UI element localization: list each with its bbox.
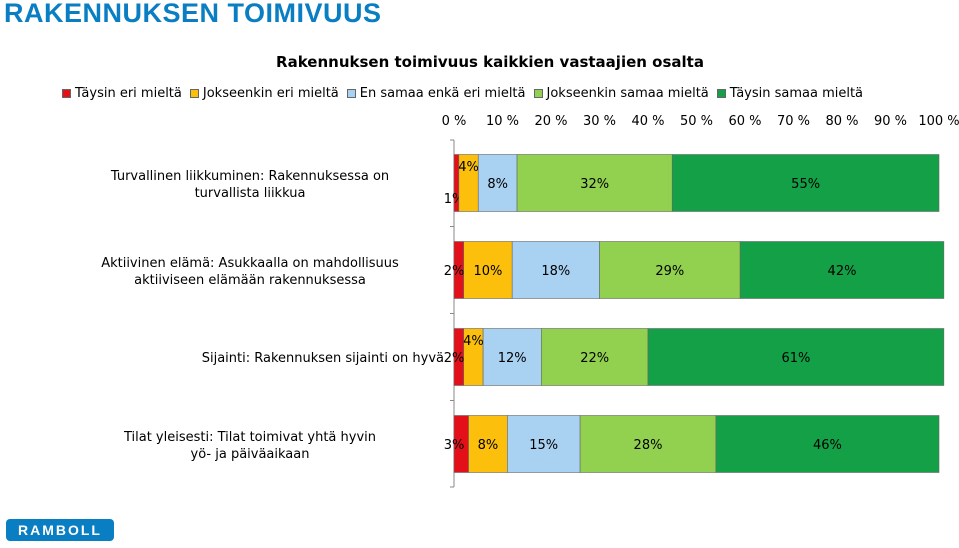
data-label: 55% (791, 177, 820, 192)
category-label: Tilat yleisesti: Tilat toimivat yhtä hyv… (123, 430, 376, 462)
legend-swatch (533, 89, 543, 98)
legend-swatch (189, 89, 199, 98)
legend-label: Jokseenkin eri mieltä (202, 86, 339, 101)
x-tick-label: 50 % (680, 114, 713, 129)
data-label: 28% (634, 438, 663, 453)
data-label: 46% (813, 438, 842, 453)
category-label: Sijainti: Rakennuksen sijainti on hyvä (202, 351, 444, 366)
data-label: 8% (487, 177, 508, 192)
legend-swatch (62, 89, 71, 98)
legend-label: Täysin eri mieltä (75, 86, 182, 101)
legend-label: En samaa enkä eri mieltä (359, 86, 526, 101)
bar-segment (482, 328, 542, 386)
x-tick-label: 40 % (631, 114, 664, 129)
data-label: 29% (655, 264, 684, 279)
legend-swatch (346, 89, 356, 98)
legend-label: Jokseenkin samaa mieltä (546, 86, 709, 101)
x-tick-label: 0 % (442, 114, 467, 129)
x-tick-label: 30 % (583, 114, 616, 129)
bar-segment (671, 154, 940, 212)
x-tick-label: 90 % (874, 114, 907, 129)
legend-item: Täysin samaa mieltä (716, 86, 864, 101)
legend-item: Jokseenkin samaa mieltä (533, 86, 709, 101)
data-label: 12% (498, 351, 527, 366)
data-label: 4% (458, 160, 479, 175)
x-tick-label: 70 % (777, 114, 810, 129)
page-title: RAKENNUKSEN TOIMIVUUS (4, 0, 382, 28)
x-tick-label: 60 % (728, 114, 761, 129)
data-label: 2% (444, 264, 465, 279)
x-tick-label: 80 % (825, 114, 858, 129)
data-label: 22% (580, 351, 609, 366)
legend-item: En samaa enkä eri mieltä (346, 86, 526, 101)
data-label: 10% (473, 264, 502, 279)
data-label: 42% (828, 264, 857, 279)
x-tick-label: 20 % (534, 114, 567, 129)
data-label: 3% (444, 438, 465, 453)
category-label: Aktiivinen elämä: Asukkaalla on mahdolli… (101, 256, 399, 288)
ramboll-logo: RAMBOLL (6, 519, 114, 541)
bar-segment (468, 415, 508, 473)
legend-label: Täysin samaa mieltä (729, 86, 864, 101)
bar-segment (579, 415, 717, 473)
data-label: 2% (444, 351, 465, 366)
chart-title: Rakennuksen toimivuus kaikkien vastaajie… (276, 53, 704, 71)
bar-segment (516, 154, 673, 212)
bar-segment (599, 241, 741, 299)
x-tick-label: 10 % (486, 114, 519, 129)
legend-swatch (716, 89, 726, 98)
chart-legend: Täysin eri mieltä Jokseenkin eri mieltä … (62, 86, 863, 101)
data-label: 15% (529, 438, 558, 453)
bar-segment (715, 415, 940, 473)
legend-item: Jokseenkin eri mieltä (189, 86, 339, 101)
legend-item: Täysin eri mieltä (62, 86, 182, 101)
bar-segment (507, 415, 581, 473)
data-label: 32% (580, 177, 609, 192)
x-tick-label: 100 % (918, 114, 959, 129)
bar-segment (477, 154, 518, 212)
data-label: 18% (541, 264, 570, 279)
bar-segment (647, 328, 945, 386)
category-label: Turvallinen liikkuminen: Rakennuksessa o… (110, 169, 389, 201)
data-label: 4% (463, 334, 484, 349)
bar-segment (540, 328, 649, 386)
data-label: 61% (781, 351, 810, 366)
bar-segment (739, 241, 945, 299)
bar-segment (463, 241, 513, 299)
data-label: 8% (478, 438, 499, 453)
